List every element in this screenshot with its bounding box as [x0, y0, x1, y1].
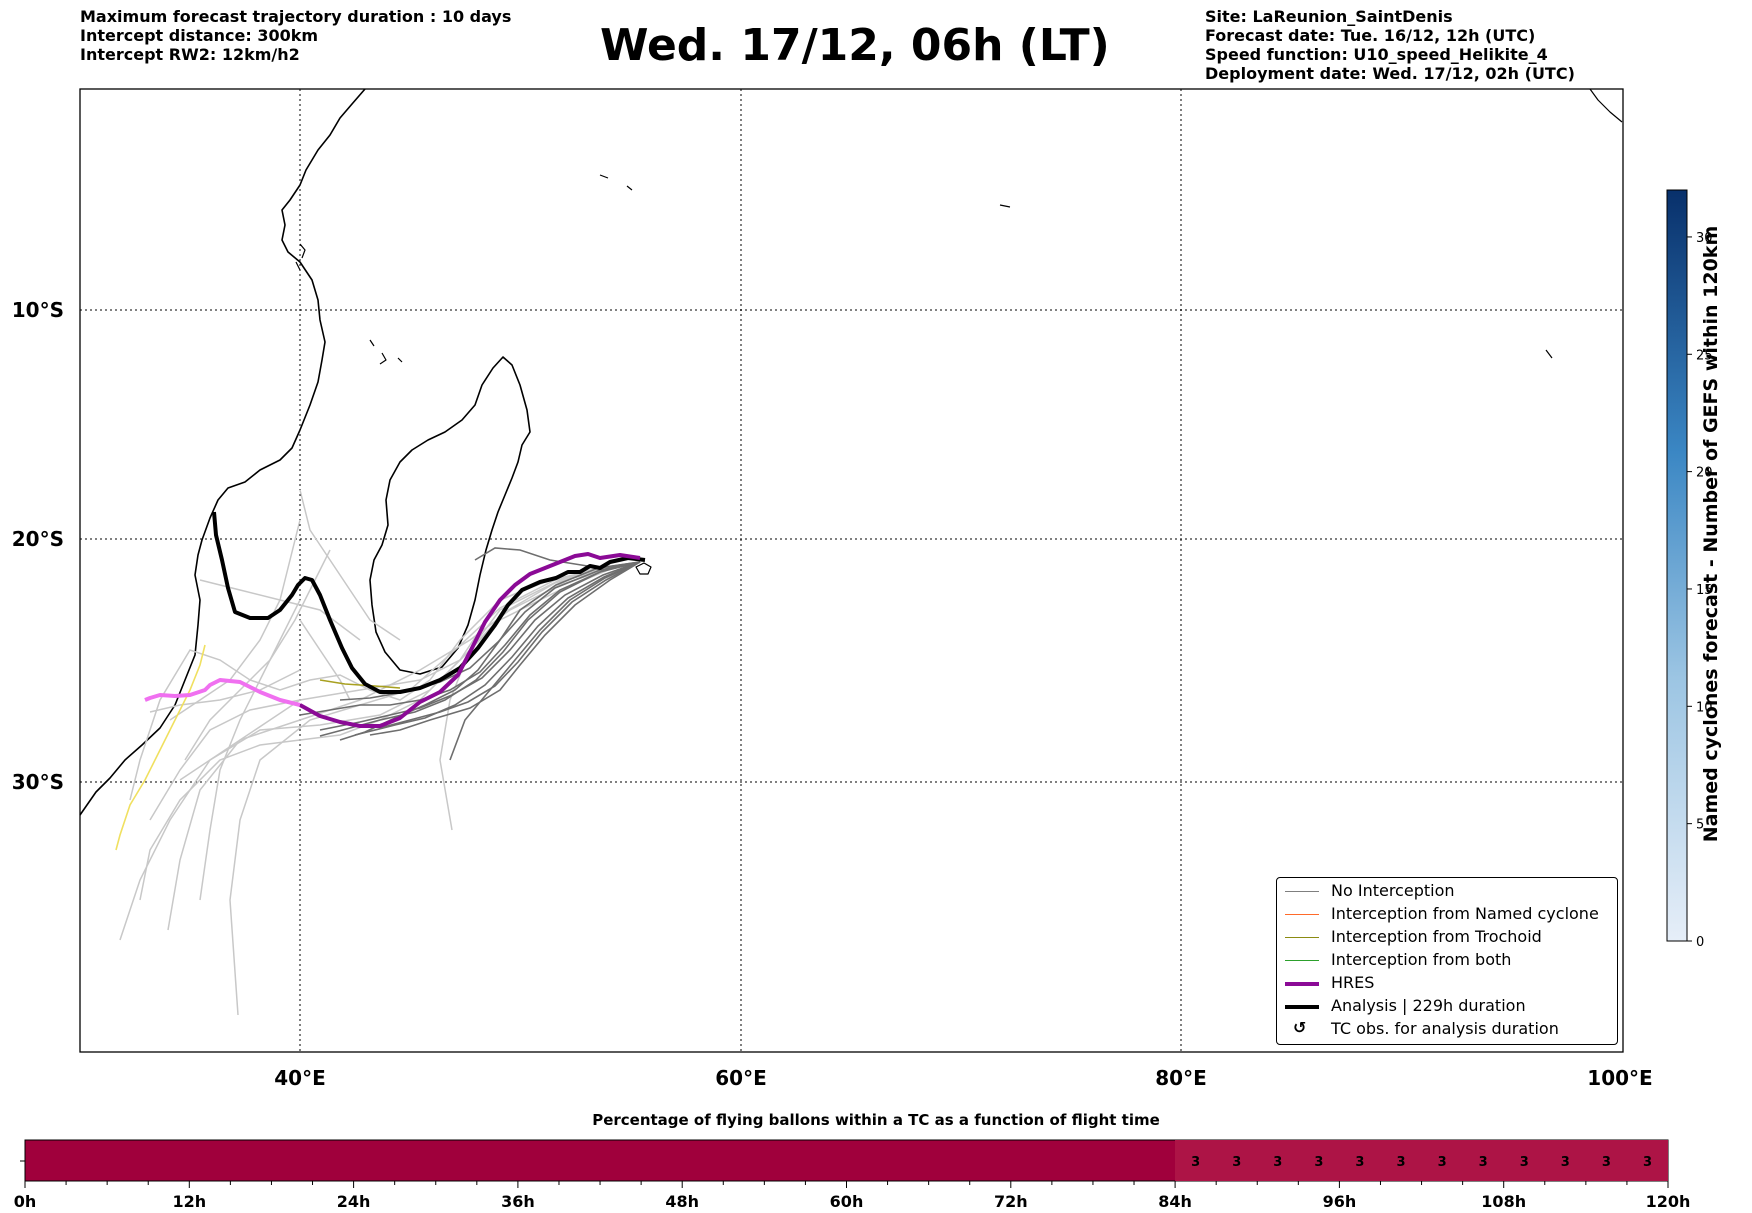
forecast-trajectories-dark	[299, 547, 641, 761]
mascarene-islets-coastline	[599, 174, 1553, 359]
legend-label-both: Interception from both	[1331, 950, 1512, 969]
legend-item-no-interception: No Interception	[1277, 880, 1617, 903]
legend-item-hres: HRES	[1277, 972, 1617, 995]
legend-label-trochoid: Interception from Trochoid	[1331, 927, 1542, 946]
legend-line-named-cyclone	[1285, 914, 1319, 915]
colorbar-tick-label: 5	[1696, 818, 1704, 833]
percentage-cell-value: 3	[1273, 1155, 1282, 1170]
deployment-date-text: Deployment date: Wed. 17/12, 02h (UTC)	[1205, 64, 1575, 83]
lat-labels: 10°S 20°S 30°S	[12, 298, 64, 794]
colorbar-tick-label: 30	[1696, 231, 1713, 246]
forecast-trajectories-light	[119, 489, 621, 1016]
colorbar-ticks: 0 5 10 15 20 25 30	[1687, 231, 1713, 950]
percentage-cell-value: 3	[1643, 1155, 1652, 1170]
legend-item-trochoid: Interception from Trochoid	[1277, 926, 1617, 949]
percentage-tick-label: 120h	[1646, 1192, 1691, 1211]
colorbar-tick-label: 0	[1696, 935, 1704, 950]
page-title: Wed. 17/12, 06h (LT)	[600, 20, 1110, 71]
site-text: Site: LaReunion_SaintDenis	[1205, 7, 1453, 26]
lon-label-80e: 80°E	[1155, 1066, 1207, 1090]
colorbar-tick-label: 15	[1696, 583, 1713, 598]
gridlines	[80, 89, 1623, 1052]
tc-obs-icon: ↺	[1293, 1018, 1307, 1037]
legend-item-named-cyclone: Interception from Named cyclone	[1277, 903, 1617, 926]
legend-label-hres: HRES	[1331, 973, 1375, 992]
africa-coastline	[79, 88, 366, 816]
zanzibar-coastline	[295, 243, 306, 271]
percentage-tick-label: 24h	[337, 1192, 371, 1211]
forecast-date-text: Forecast date: Tue. 16/12, 12h (UTC)	[1205, 26, 1536, 45]
percentage-bar-title: Percentage of flying ballons within a TC…	[592, 1111, 1160, 1129]
percentage-cell-value: 3	[1602, 1155, 1611, 1170]
percentage-tick-label: 60h	[830, 1192, 864, 1211]
percentage-tick-label: 36h	[501, 1192, 535, 1211]
header-left: Maximum forecast trajectory duration : 1…	[80, 7, 511, 64]
legend-label-analysis: Analysis | 229h duration	[1331, 996, 1526, 1015]
map-legend: No Interception Interception from Named …	[1276, 877, 1618, 1045]
coastlines	[79, 88, 1623, 816]
percentage-ticks: 0h 12h 24h 36h 48h 60h 72h 84h 96h 108h 120h	[14, 1181, 1691, 1211]
hres-trajectory	[299, 552, 641, 728]
percentage-tick-label: 0h	[14, 1192, 37, 1211]
madagascar-coastline	[369, 356, 531, 675]
legend-line-analysis	[1285, 1005, 1319, 1009]
percentage-cells: 3 3 3 3 3 3 3 3 3 3 3 3	[1191, 1155, 1652, 1170]
legend-label-tc-obs: TC obs. for analysis duration	[1331, 1019, 1559, 1038]
intercept-rw2-text: Intercept RW2: 12km/h2	[80, 45, 300, 64]
reunion-coastline	[635, 562, 652, 575]
header-right: Site: LaReunion_SaintDenis Forecast date…	[1205, 7, 1575, 83]
percentage-tick-label: 96h	[1323, 1192, 1357, 1211]
percentage-tick-label: 12h	[172, 1192, 206, 1211]
trochoid-trajectories	[115, 644, 401, 851]
percentage-cell-value: 3	[1232, 1155, 1241, 1170]
legend-line-both	[1285, 960, 1319, 961]
percentage-cell-value: 3	[1314, 1155, 1323, 1170]
colorbar-label: Named cyclones forecast - Number of GEFS…	[1700, 225, 1722, 843]
legend-item-analysis: Analysis | 229h duration	[1277, 995, 1617, 1018]
percentage-tick-label: 72h	[994, 1192, 1028, 1211]
lon-labels: 40°E 60°E 80°E 100°E	[274, 1066, 1652, 1090]
percentage-cell-value: 3	[1561, 1155, 1570, 1170]
legend-line-hres	[1285, 982, 1319, 986]
legend-line-no-interception	[1285, 891, 1319, 892]
colorbar-tick-label: 25	[1696, 348, 1713, 363]
hres-trajectory-late	[144, 678, 301, 707]
analysis-trajectory	[212, 511, 646, 694]
percentage-cell-value: 3	[1355, 1155, 1364, 1170]
legend-label-no-interception: No Interception	[1331, 881, 1455, 900]
legend-line-trochoid	[1285, 937, 1319, 938]
lon-label-100e: 100°E	[1587, 1066, 1652, 1090]
lat-label-30s: 30°S	[12, 770, 64, 794]
legend-label-named-cyclone: Interception from Named cyclone	[1331, 904, 1599, 923]
lon-label-40e: 40°E	[274, 1066, 326, 1090]
comoros-coastline	[369, 339, 403, 365]
percentage-tick-label: 84h	[1158, 1192, 1192, 1211]
legend-item-both: Interception from both	[1277, 949, 1617, 972]
colorbar	[1666, 189, 1688, 942]
intercept-distance-text: Intercept distance: 300km	[80, 26, 319, 45]
colorbar-tick-label: 10	[1696, 700, 1713, 715]
lon-label-60e: 60°E	[715, 1066, 767, 1090]
speed-function-text: Speed function: U10_speed_Helikite_4	[1205, 45, 1548, 64]
lat-label-20s: 20°S	[12, 527, 64, 551]
percentage-cell-value: 3	[1438, 1155, 1447, 1170]
percentage-tick-label: 48h	[665, 1192, 699, 1211]
percentage-cells-bg	[1175, 1140, 1668, 1181]
percentage-cell-value: 3	[1191, 1155, 1200, 1170]
percentage-cell-value: 3	[1479, 1155, 1488, 1170]
arabia-fragment-coastline	[1589, 88, 1623, 123]
percentage-cell-value: 3	[1396, 1155, 1405, 1170]
legend-item-tc-obs: ↺ TC obs. for analysis duration	[1277, 1018, 1617, 1041]
colorbar-tick-label: 20	[1696, 466, 1713, 481]
lat-label-10s: 10°S	[12, 298, 64, 322]
percentage-tick-label: 108h	[1481, 1192, 1526, 1211]
percentage-cell-value: 3	[1520, 1155, 1529, 1170]
max-duration-text: Maximum forecast trajectory duration : 1…	[80, 7, 512, 26]
